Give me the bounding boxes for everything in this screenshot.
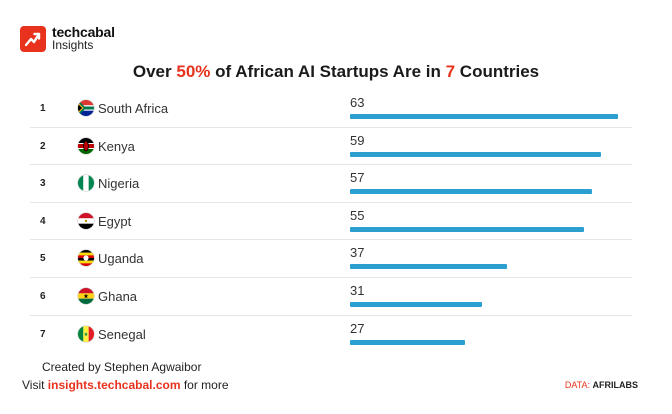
title-highlight-count: 7 [445, 62, 456, 81]
brand-subtitle: Insights [52, 38, 94, 52]
rank-number: 5 [40, 253, 46, 265]
uganda-flag-icon [78, 250, 94, 267]
value-label: 31 [350, 282, 365, 298]
country-label: Ghana [98, 288, 138, 304]
chart-title: Over 50% of African AI Startups Are in 7… [132, 62, 540, 81]
ghana-flag-icon [78, 287, 94, 304]
senegal-flag-icon [78, 325, 94, 342]
nigeria-flag-icon [78, 175, 94, 192]
table-row: 7 Senegal 27 [30, 316, 632, 353]
rank-number: 4 [40, 215, 46, 227]
brand: techcabal Insights [20, 24, 115, 52]
table-row: 1 South Africa 63 [30, 90, 632, 128]
brand-name: techcabal [52, 24, 115, 40]
rank-number: 1 [40, 103, 46, 114]
south-africa-flag-icon [78, 100, 94, 116]
value-label: 55 [350, 207, 365, 223]
value-label: 27 [350, 320, 365, 336]
table-row: 4 Egypt 55 [30, 203, 632, 241]
bar [350, 264, 508, 270]
rank-number: 2 [40, 140, 46, 152]
visit-line: Visit insights.techcabal.com for more [22, 378, 229, 392]
bar [350, 151, 601, 157]
table-row: 5 Uganda 37 [30, 240, 632, 278]
kenya-flag-icon [78, 137, 94, 154]
bar [350, 114, 618, 119]
table-row: 6 Ghana 31 [30, 278, 632, 316]
ranking-table: 1 South Africa 63 2 Kenya 59 3 Nigeria 57 4 Egypt 5… [30, 90, 632, 352]
value-label: 59 [350, 132, 365, 148]
credit-line: Created by Stephen Agwaibor [42, 360, 202, 374]
rank-number: 3 [40, 178, 46, 190]
country-label: Senegal [98, 326, 146, 342]
country-label: Nigeria [98, 176, 140, 192]
rank-number: 6 [40, 290, 46, 302]
value-label: 37 [350, 245, 365, 261]
site-link[interactable]: insights.techcabal.com [47, 378, 181, 392]
rank-number: 7 [40, 328, 46, 340]
trend-up-icon [20, 26, 46, 52]
bar [350, 339, 465, 345]
country-label: Uganda [98, 251, 144, 267]
table-row: 3 Nigeria 57 [30, 165, 632, 203]
title-highlight-percent: 50% [176, 62, 211, 81]
bar [350, 301, 482, 307]
value-label: 63 [350, 95, 365, 110]
bar [350, 189, 593, 195]
table-row: 2 Kenya 59 [30, 128, 632, 166]
country-label: Egypt [98, 213, 132, 229]
value-label: 57 [350, 170, 365, 186]
bar [350, 226, 584, 232]
data-source: DATA: AFRILABS [564, 380, 638, 390]
country-label: Kenya [98, 138, 135, 154]
egypt-flag-icon [78, 212, 94, 229]
country-label: South Africa [98, 101, 169, 116]
